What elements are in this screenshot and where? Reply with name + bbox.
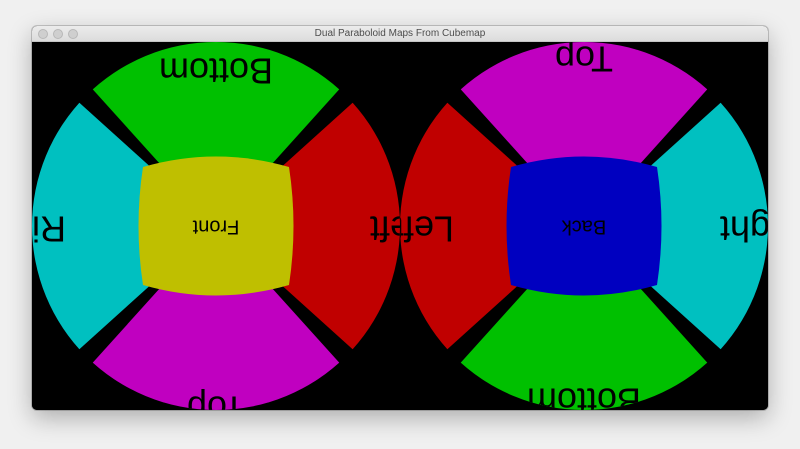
back-center-label: Back <box>561 216 606 238</box>
back-face-bottom <box>400 226 768 410</box>
front-paraboloid-map: Front Bottom Top Right Left <box>32 42 430 410</box>
back-left-label: Left <box>394 208 454 249</box>
front-face-left <box>32 42 216 410</box>
render-viewport[interactable]: Front Bottom Top Right Left Back Top Bot… <box>32 42 768 410</box>
front-face-bottom <box>32 226 400 410</box>
back-top-label: Top <box>555 42 613 79</box>
window-title: Dual Paraboloid Maps From Cubemap <box>314 28 486 39</box>
front-right-label: Left <box>370 208 430 249</box>
front-bottom-label: Top <box>187 388 245 410</box>
back-face-center <box>506 156 662 296</box>
front-center-label: Front <box>192 216 239 238</box>
front-left-label: Right <box>32 208 66 249</box>
paraboloid-canvas: Front Bottom Top Right Left Back Top Bot… <box>32 42 768 410</box>
back-face-top <box>400 42 768 226</box>
front-face-top <box>32 42 400 226</box>
front-top-label: Bottom <box>159 50 273 91</box>
minimize-button[interactable] <box>53 29 63 39</box>
back-face-right <box>584 42 768 410</box>
title-bar[interactable]: Dual Paraboloid Maps From Cubemap <box>32 26 768 42</box>
back-paraboloid-map: Back Top Bottom Left Right <box>394 42 768 410</box>
back-right-label: Right <box>720 208 768 249</box>
front-face-right <box>216 42 400 410</box>
back-bottom-label: Bottom <box>527 380 641 410</box>
app-window: Dual Paraboloid Maps From Cubemap Front … <box>32 26 768 410</box>
close-button[interactable] <box>38 29 48 39</box>
zoom-button[interactable] <box>68 29 78 39</box>
back-face-left <box>400 42 584 410</box>
front-face-center <box>138 156 294 296</box>
